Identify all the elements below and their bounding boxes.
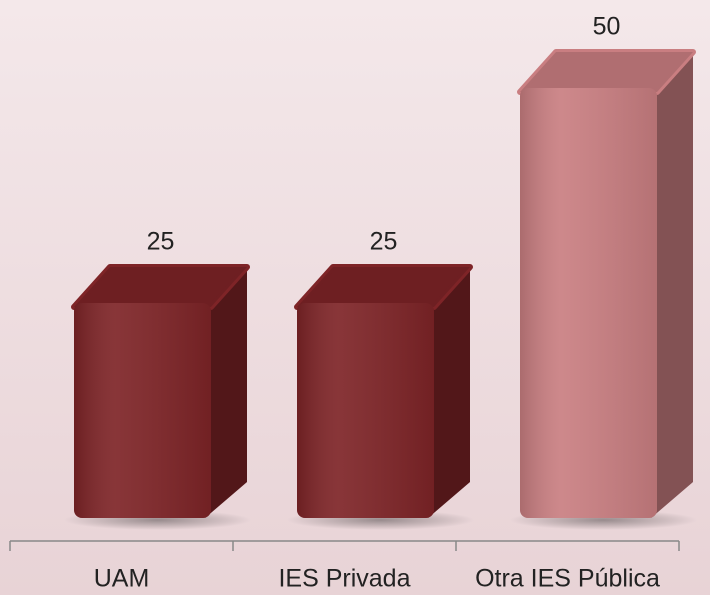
bar-side [651, 52, 693, 518]
bar-side-shade [205, 267, 247, 518]
bar-top-shade [520, 52, 693, 92]
data-label: 25 [147, 228, 175, 256]
data-label: 25 [370, 228, 398, 256]
x-tick-label: Otra IES Pública [475, 565, 660, 593]
bar-top-shade [297, 267, 470, 307]
bar-side [428, 267, 470, 518]
bar-shine [74, 303, 211, 518]
data-label: 50 [593, 13, 621, 41]
bar-shine [297, 303, 434, 518]
x-tick-label: IES Privada [278, 565, 410, 593]
bar-side-shade [428, 267, 470, 518]
x-tick-label: UAM [94, 565, 150, 593]
bar-top-shade [74, 267, 247, 307]
bar-side-shade [651, 52, 693, 518]
bar-shine [520, 88, 657, 518]
bar-side [205, 267, 247, 518]
